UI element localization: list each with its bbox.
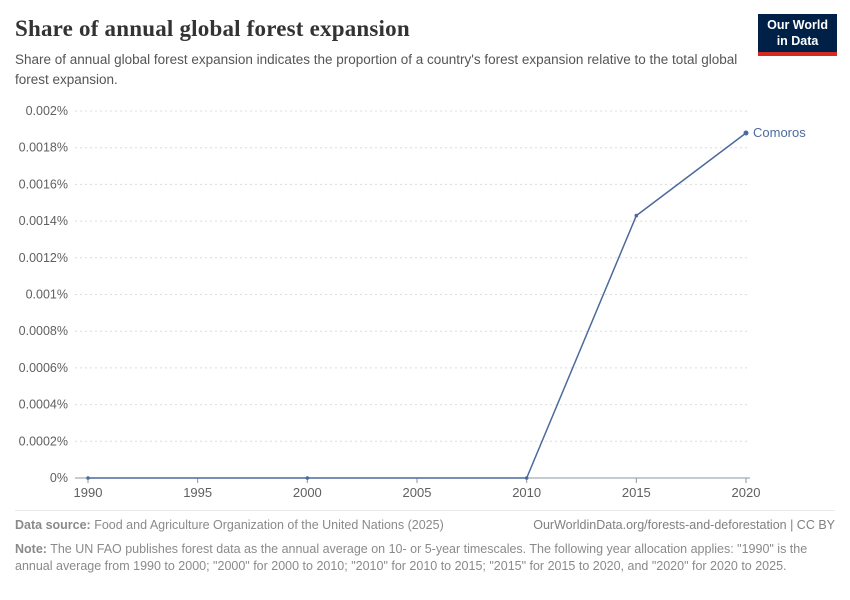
data-point	[743, 130, 749, 136]
y-tick-label: 0.0002%	[19, 434, 68, 448]
owid-logo-line1: Our World	[767, 18, 828, 32]
chart-footer: Data source: Food and Agriculture Organi…	[15, 510, 835, 576]
x-tick-label: 2010	[512, 485, 541, 500]
y-tick-label: 0.0012%	[19, 251, 68, 265]
y-tick-label: 0.0014%	[19, 214, 68, 228]
line-chart: 0% 0.0002% 0.0004% 0.0006% 0.0008% 0.001% 0.00…	[19, 104, 807, 500]
data-source-label: Data source:	[15, 518, 91, 532]
data-point	[305, 476, 310, 480]
y-tick-label: 0.0004%	[19, 398, 68, 412]
x-tick-label: 2000	[293, 485, 322, 500]
data-point	[524, 476, 529, 480]
x-tick-label: 1995	[183, 485, 212, 500]
y-tick-label: 0.0008%	[19, 324, 68, 338]
series-end-label[interactable]: Comoros	[753, 125, 806, 140]
chart-note: Note: The UN FAO publishes forest data a…	[15, 541, 835, 576]
x-tick-label: 2020	[732, 485, 761, 500]
x-tick-label: 1990	[74, 485, 103, 500]
page-title: Share of annual global forest expansion	[15, 16, 410, 41]
data-point	[634, 213, 639, 218]
data-source: Data source: Food and Agriculture Organi…	[15, 518, 444, 532]
y-tick-label: 0.0006%	[19, 361, 68, 375]
note-text: The UN FAO publishes forest data as the …	[15, 542, 808, 574]
note-label: Note:	[15, 542, 47, 556]
data-source-text: Food and Agriculture Organization of the…	[94, 518, 444, 532]
y-tick-label: 0.0018%	[19, 141, 68, 155]
y-tick-label: 0.002%	[26, 104, 68, 118]
x-tick-label: 2015	[622, 485, 651, 500]
citation-link[interactable]: OurWorldinData.org/forests-and-deforesta…	[533, 518, 835, 532]
owid-logo[interactable]: Our World in Data	[758, 14, 837, 57]
chart-subtitle: Share of annual global forest expansion …	[15, 52, 738, 87]
data-point	[86, 476, 90, 480]
x-tick-label: 2005	[403, 485, 432, 500]
y-tick-label: 0.0016%	[19, 177, 68, 191]
owid-logo-line2: in Data	[776, 33, 819, 48]
y-tick-label: 0%	[50, 471, 68, 485]
source-row: Data source: Food and Agriculture Organi…	[15, 518, 835, 532]
y-tick-label: 0.001%	[26, 288, 68, 302]
chart-header: Share of annual global forest expansion …	[0, 0, 850, 89]
